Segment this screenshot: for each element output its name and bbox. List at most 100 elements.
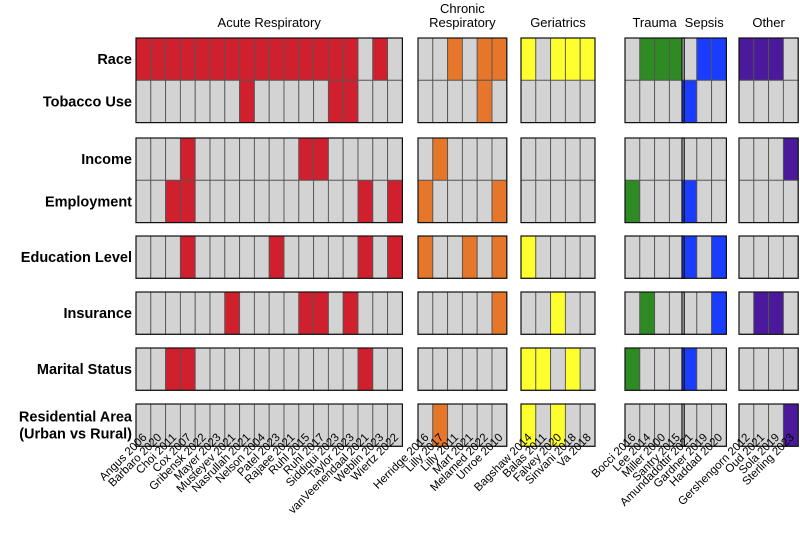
row-label: Race: [97, 52, 132, 68]
panel-border: [417, 403, 508, 447]
heatmap-cell: [624, 137, 641, 181]
heatmap-cell: [268, 79, 285, 124]
panel-border: [738, 235, 799, 279]
heatmap-cell: [372, 347, 389, 391]
heatmap-cell: [165, 137, 181, 181]
heatmap-cell: [179, 179, 196, 224]
heatmap-cell: [782, 179, 799, 224]
heatmap-cell: [194, 137, 211, 181]
heatmap-cell: [639, 37, 656, 81]
heatmap-cell: [782, 79, 799, 124]
heatmap-cell: [165, 179, 181, 224]
heatmap-cell: [768, 291, 784, 335]
heatmap-cell: [150, 79, 167, 124]
heatmap-cell: [753, 79, 770, 124]
heatmap-cell: [579, 347, 596, 391]
heatmap-cell: [372, 291, 389, 335]
heatmap-cell: [165, 37, 181, 81]
heatmap-cell: [738, 291, 755, 335]
heatmap-cell: [639, 235, 656, 279]
heatmap-cell: [417, 37, 434, 81]
heatmap-cell: [639, 137, 656, 181]
heatmap-cell: [432, 347, 449, 391]
heatmap-cell: [165, 79, 181, 124]
heatmap-cell: [579, 291, 596, 335]
heatmap-cell: [564, 235, 581, 279]
heatmap-cell: [357, 137, 374, 181]
heatmap-cell: [696, 291, 713, 335]
heatmap-cell: [579, 79, 596, 124]
group-label: Trauma: [632, 15, 677, 30]
heatmap-cell: [624, 235, 641, 279]
panel-border: [624, 37, 685, 124]
heatmap-cell: [768, 235, 784, 279]
heatmap-cell: [357, 291, 374, 335]
heatmap-cell: [417, 235, 434, 279]
heatmap-cell: [476, 347, 493, 391]
heatmap-cell: [696, 79, 713, 124]
heatmap-cell: [564, 137, 581, 181]
heatmap-cell: [357, 235, 374, 279]
heatmap-cell: [313, 235, 329, 279]
heatmap-cell: [224, 137, 241, 181]
heatmap-cell: [782, 347, 799, 391]
panel-border: [681, 235, 728, 279]
panel-border: [624, 403, 685, 447]
heatmap-cell: [738, 347, 755, 391]
heatmap-cell: [461, 79, 478, 124]
heatmap-cell: [520, 347, 537, 391]
heatmap-cell: [357, 37, 374, 81]
row-label: Education Level: [21, 250, 132, 266]
heatmap-cell: [491, 291, 508, 335]
panel-border: [681, 37, 728, 124]
heatmap-cell: [476, 137, 493, 181]
heatmap-cell: [491, 235, 508, 279]
heatmap-cell: [327, 291, 344, 335]
panel-border: [135, 37, 403, 124]
heatmap-cell: [327, 37, 344, 81]
heatmap-cell: [654, 137, 670, 181]
group-label: Chronic Respiratory: [429, 1, 496, 30]
heatmap-cell: [179, 291, 196, 335]
panel-border: [738, 403, 799, 447]
heatmap-cell: [447, 179, 463, 224]
heatmap-cell: [711, 347, 727, 391]
heatmap-cell: [550, 235, 566, 279]
heatmap-cell: [283, 37, 300, 81]
heatmap-cell: [550, 347, 566, 391]
row-label: Marital Status: [37, 362, 132, 378]
heatmap-cell: [135, 37, 152, 81]
heatmap-cell: [387, 37, 403, 81]
heatmap-cell: [753, 37, 770, 81]
heatmap-cell: [520, 179, 537, 224]
panel-border: [520, 137, 596, 224]
heatmap-cell: [738, 79, 755, 124]
heatmap-cell: [224, 235, 241, 279]
heatmap-cell: [447, 347, 463, 391]
heatmap-cell: [461, 347, 478, 391]
heatmap-cell: [447, 79, 463, 124]
heatmap-cell: [209, 79, 226, 124]
heatmap-cell: [564, 291, 581, 335]
heatmap-cell: [782, 137, 799, 181]
heatmap-cell: [342, 79, 359, 124]
heatmap-cell: [179, 79, 196, 124]
heatmap-cell: [447, 137, 463, 181]
panel-border: [135, 291, 403, 335]
heatmap-cell: [357, 79, 374, 124]
panel-border: [135, 137, 403, 224]
heatmap-cell: [535, 37, 552, 81]
heatmap-cell: [654, 179, 670, 224]
heatmap-cell: [753, 347, 770, 391]
heatmap-cell: [135, 179, 152, 224]
heatmap-cell: [268, 179, 285, 224]
heatmap-cell: [313, 137, 329, 181]
heatmap-cell: [342, 137, 359, 181]
heatmap-cell: [387, 179, 403, 224]
heatmap-cell: [768, 347, 784, 391]
heatmap-cell: [624, 291, 641, 335]
heatmap-cell: [550, 37, 566, 81]
panel-border: [520, 291, 596, 335]
heatmap-cell: [550, 179, 566, 224]
heatmap-cell: [696, 347, 713, 391]
